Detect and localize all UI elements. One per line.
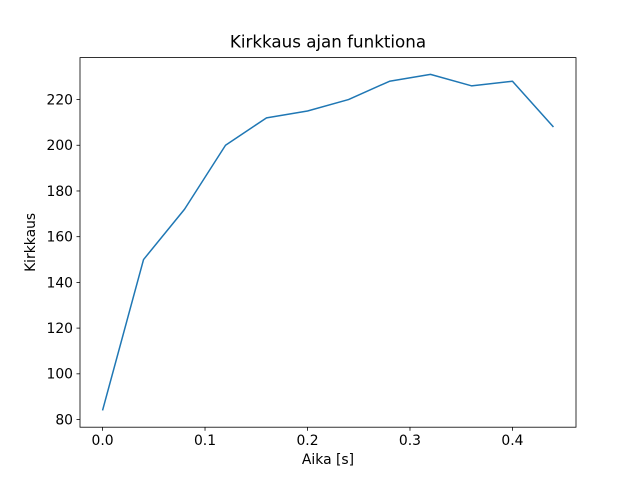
y-tick-label: 200	[46, 138, 73, 154]
chart-title: Kirkkaus ajan funktiona	[230, 32, 426, 52]
x-axis-label: Aika [s]	[302, 452, 354, 468]
data-line	[101, 73, 555, 411]
x-tick-label: 0.4	[501, 433, 523, 449]
axis-ticks: 0.0 0.1 0.2 0.3 0.4 80 100 120 140 160 180 200 220	[46, 92, 523, 448]
y-tick-label: 100	[46, 367, 73, 383]
plot-area	[80, 57, 576, 428]
y-tick-label: 80	[55, 412, 73, 428]
y-tick-label: 180	[46, 184, 73, 200]
x-tick-label: 0.2	[296, 433, 318, 449]
y-axis-label: Kirkkaus	[23, 213, 39, 272]
y-tick-label: 220	[46, 92, 73, 108]
x-tick-label: 0.1	[194, 433, 216, 449]
y-tick-label: 140	[46, 275, 73, 291]
x-tick-label: 0.0	[91, 433, 113, 449]
y-tick-label: 160	[46, 230, 73, 246]
plot-border	[79, 57, 577, 428]
y-tick-label: 120	[46, 321, 73, 337]
x-tick-label: 0.3	[399, 433, 421, 449]
